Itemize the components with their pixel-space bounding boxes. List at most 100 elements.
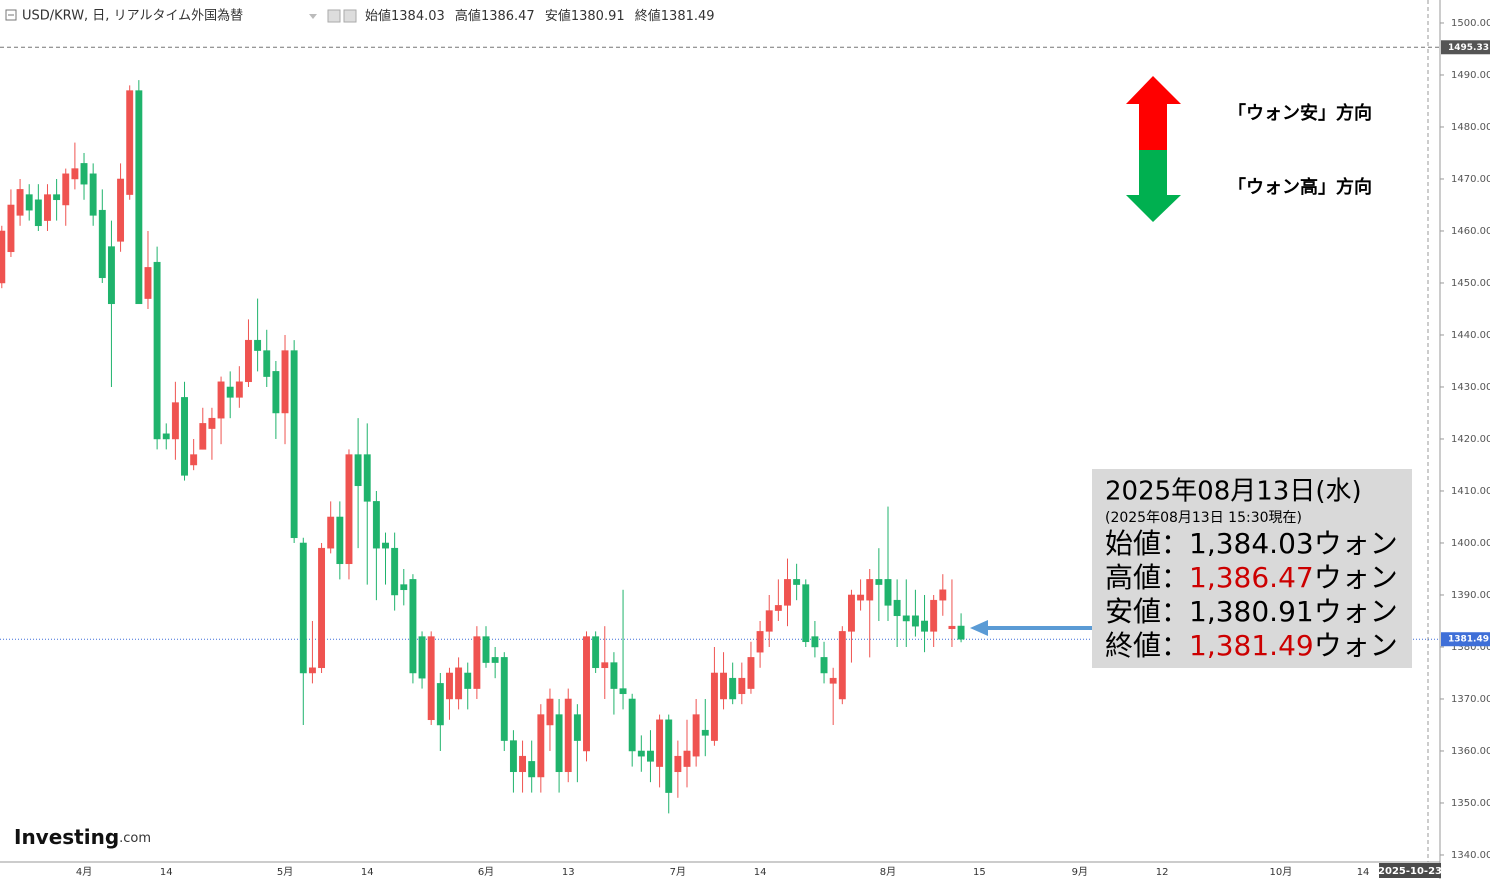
candle-body [345, 454, 353, 565]
annotation-row: 終値：1,381.49ウォン [1105, 629, 1398, 662]
y-tick-label: 1460.00 [1451, 226, 1490, 237]
ohlc-header: 始値1384.03 高値1386.47 安値1380.91 終値1381.49 [365, 8, 715, 24]
candle-body [245, 339, 252, 383]
candle-body [208, 417, 216, 429]
candle-body [619, 688, 627, 695]
x-cursor-label-bg [1379, 863, 1442, 878]
y-tick-label: 1420.00 [1451, 434, 1490, 445]
candle-body [902, 615, 910, 622]
x-tick-label: 9月 [1072, 866, 1088, 878]
candle-body [382, 542, 389, 549]
candle-body [308, 667, 316, 674]
y-tick-label: 1370.00 [1451, 694, 1490, 705]
candle-body [875, 579, 883, 585]
candle-body [62, 173, 70, 206]
row-value: 1,380.91 [1189, 595, 1314, 628]
price-label: 1381.49 [1448, 635, 1489, 645]
candle-body [930, 599, 938, 632]
y-tick-label: 1440.00 [1451, 330, 1490, 341]
row-unit: ウォン [1314, 561, 1398, 594]
candle-body [838, 631, 846, 700]
candle-body [299, 542, 307, 674]
row-label: 高値： [1105, 561, 1189, 594]
ohlc-label: 始値 [365, 8, 391, 24]
up-arrow [1126, 76, 1181, 150]
candle-body [190, 454, 198, 466]
ohlc-value: 1384.03 [391, 9, 445, 24]
x-tick-label: 4月 [76, 866, 92, 878]
candle-body [647, 750, 654, 762]
candle-body [53, 194, 61, 201]
candle-body [564, 698, 572, 773]
candle-body [272, 371, 280, 414]
candle-body [747, 657, 755, 689]
candle-body [34, 199, 42, 227]
plot [0, 46, 1440, 814]
row-value: 1,384.03 [1189, 527, 1314, 560]
row-value: 1,386.47 [1189, 561, 1314, 594]
y-tick-label: 1380.00 [1451, 642, 1490, 653]
candle-body [226, 386, 234, 398]
row-value: 1,381.49 [1189, 629, 1314, 662]
candle-body [16, 189, 24, 216]
annotation-box [1092, 469, 1412, 668]
candle-body [263, 350, 271, 377]
candle-body [98, 209, 106, 279]
y-tick-label: 1390.00 [1451, 590, 1490, 601]
candle-body [107, 246, 115, 305]
ohlc-value: 1386.47 [481, 9, 535, 24]
x-tick-label: 8月 [880, 866, 896, 878]
x-tick-label: 7月 [670, 866, 686, 878]
candle-body [71, 168, 79, 180]
candle-body [217, 381, 225, 419]
candle-body [738, 677, 746, 695]
candle-body [446, 672, 453, 700]
candle-body [701, 729, 709, 736]
candle-body [847, 594, 855, 632]
ohlc-label: 高値 [455, 8, 481, 24]
candle-body [656, 719, 664, 767]
candle-body [199, 423, 207, 450]
row-label: 終値： [1105, 629, 1189, 662]
x-tick-label: 5月 [277, 866, 293, 878]
candle-body [44, 194, 51, 221]
ohlc-label: 安値 [545, 8, 571, 24]
candle-body [354, 454, 362, 487]
row-unit: ウォン [1314, 527, 1398, 560]
direction-label: 「ウォン安」方向 [1228, 102, 1372, 124]
candle-body [921, 620, 928, 632]
candle-body [336, 516, 344, 565]
candle-body [25, 194, 33, 211]
settings-icon[interactable] [343, 9, 357, 23]
candle-body [592, 636, 600, 669]
collapse-icon[interactable] [5, 9, 17, 21]
candle-body [0, 230, 6, 284]
candle-body [573, 714, 581, 741]
eye-icon[interactable] [327, 9, 341, 23]
x-tick-label: 14 [754, 867, 767, 878]
candle-body [610, 662, 618, 689]
candle-body [774, 605, 782, 611]
candle-body [153, 261, 161, 440]
candle-body [418, 636, 426, 679]
y-tick-label: 1490.00 [1451, 70, 1490, 81]
candle-body [281, 350, 289, 414]
logo-suffix: .com [119, 831, 151, 846]
candle-body [683, 750, 691, 767]
candle-body [327, 516, 335, 549]
candle-body [756, 631, 764, 653]
candle-body [117, 178, 125, 242]
logo: Investing.com [14, 825, 151, 849]
logo-name: Investing [14, 825, 119, 849]
candle-body [802, 584, 810, 643]
candle-body [126, 90, 134, 195]
candle-body [473, 636, 481, 689]
candle-body [409, 579, 417, 674]
candle-body [710, 672, 718, 741]
dropdown-icon[interactable] [309, 14, 317, 19]
candle-body [391, 547, 399, 596]
candle-body [436, 683, 444, 726]
candle-body [665, 719, 673, 793]
candle-body [957, 625, 965, 640]
